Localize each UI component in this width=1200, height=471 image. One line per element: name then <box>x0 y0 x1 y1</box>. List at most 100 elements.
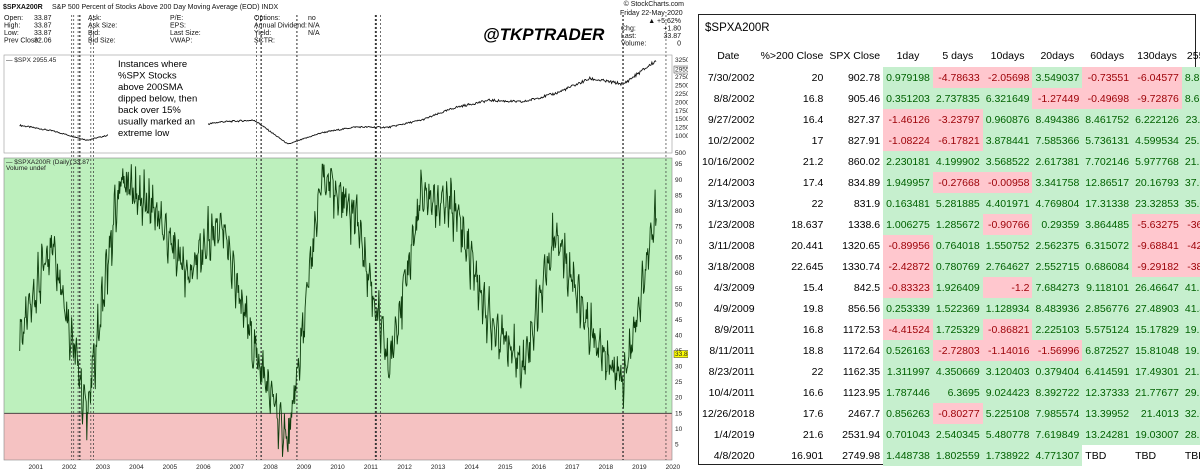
annotation-text: Instances where <box>118 59 187 70</box>
table-cell: 3.568522 <box>982 151 1033 172</box>
table-cell: -5.63275 <box>1132 214 1182 235</box>
table-cell: 0.979198 <box>883 67 933 88</box>
table-cell: TBD <box>1082 445 1133 466</box>
table-cell: 2531.94 <box>842 428 881 441</box>
table-cell: 15.81048 <box>1132 340 1182 361</box>
table-cell: 1172.53 <box>842 323 881 336</box>
table-row: 3/18/2008 22.645 1330.74 -2.42872 0.780769 2.… <box>699 256 1200 277</box>
y-tick-label: 3250 <box>675 57 688 64</box>
table-cell: 1.926409 <box>932 277 983 298</box>
table-cell: 5.480778 <box>982 424 1033 445</box>
table-cell: 2.552715 <box>1032 256 1083 277</box>
quote-label: Low: <box>4 30 19 37</box>
y-tick-label: 65 <box>675 255 683 262</box>
quote-label: Options: <box>254 15 280 22</box>
table-cell: 831.9 <box>853 197 881 210</box>
x-tick-label: 2016 <box>532 464 547 471</box>
quote-label: Yield: <box>254 30 271 37</box>
breadth-line <box>19 163 657 457</box>
table-cell: 8/9/2011 <box>714 323 755 336</box>
table-cell: 16.8 <box>802 92 824 105</box>
table-cell: 16.901 <box>791 449 824 462</box>
table-cell: 22 <box>811 197 824 210</box>
x-tick-label: 2019 <box>632 464 647 471</box>
annotation-bg <box>108 57 208 141</box>
table-cell: 41.45769 <box>1181 298 1200 319</box>
table-cell: 41.76499 <box>1181 277 1200 298</box>
quote-label: VWAP: <box>170 38 192 45</box>
table-row: 10/16/2002 21.2 860.02 2.230181 4.199902 3.56… <box>699 151 1200 172</box>
table-cell: 8/8/2002 <box>713 92 755 105</box>
table-cell: 32.01969 <box>1181 403 1200 424</box>
table-cell: 1320.65 <box>842 239 881 252</box>
table-row: 7/30/2002 20 902.78 0.979198 -4.78633 -2.0569… <box>699 67 1200 88</box>
quote-label: Chg: <box>621 26 636 33</box>
quote-value: 33.87 <box>34 23 52 30</box>
x-tick-label: 2002 <box>62 464 77 471</box>
x-tick-label: 2006 <box>196 464 211 471</box>
table-cell: -0.86821 <box>982 319 1033 340</box>
table-cell: 15.17829 <box>1132 319 1182 340</box>
x-tick-label: 2014 <box>464 464 479 471</box>
table-cell: 4/8/2020 <box>713 449 755 462</box>
chart-description: S&P 500 Percent of Stocks Above 200 Day … <box>52 4 279 11</box>
y-tick-label: 80 <box>675 208 683 215</box>
table-cell: 1.725329 <box>932 319 983 340</box>
y-tick-label: 95 <box>675 161 683 168</box>
y-tick-label: 10 <box>675 426 683 433</box>
breadth-last-value: 33.87 <box>675 351 688 358</box>
table-cell: 2.562375 <box>1032 235 1083 256</box>
table-cell: 6.3695 <box>932 382 983 403</box>
table-row: 12/26/2018 17.6 2467.7 0.856263 -0.80277 5.22… <box>699 403 1200 424</box>
table-cell: 19.86032 <box>1181 340 1200 361</box>
table-cell: 3.864485 <box>1082 214 1133 235</box>
table-cell: 23.32853 <box>1132 193 1182 214</box>
table-cell: -1.46126 <box>883 109 933 130</box>
table-cell: 3/11/2008 <box>708 239 755 252</box>
table-cell: -1.14016 <box>982 340 1033 361</box>
lower-legend: — $SPXA200R (Daily) 33.87 <box>6 159 90 166</box>
table-row: 4/3/2009 15.4 842.5 -0.83323 1.926409 -1.2 7.6… <box>699 277 1200 298</box>
table-cell: 8.461752 <box>1082 109 1133 130</box>
column-header: 5 days <box>942 50 974 62</box>
quote-label: Bid Size: <box>88 38 116 45</box>
table-cell: 16.4 <box>802 113 824 126</box>
x-tick-label: 2001 <box>29 464 44 471</box>
table-cell: 10/4/2011 <box>708 386 755 399</box>
table-row: 3/11/2008 20.441 1320.65 -0.89956 0.764018 1.… <box>699 235 1200 256</box>
table-cell: 842.5 <box>853 281 881 294</box>
table-cell: 7.985574 <box>1032 403 1083 424</box>
table-cell: -1.56996 <box>1032 340 1083 361</box>
table-cell: 18.637 <box>791 218 824 231</box>
table-cell: 8.865947 <box>1181 67 1200 88</box>
x-tick-label: 2010 <box>330 464 345 471</box>
table-cell: 3.549037 <box>1032 67 1083 88</box>
table-cell: 3.120403 <box>982 361 1033 382</box>
quote-value: 33.87 <box>34 15 52 22</box>
table-cell: 0.960876 <box>982 109 1033 130</box>
table-cell: -0.89956 <box>883 235 933 256</box>
table-cell: -9.68841 <box>1132 235 1182 256</box>
table-cell: -0.49698 <box>1082 88 1133 109</box>
quote-value: ▲ +5.62% <box>648 18 681 25</box>
table-cell: 16.8 <box>802 323 824 336</box>
table-row: 1/23/2008 18.637 1338.6 1.006275 1.285672 -0.… <box>699 214 1200 235</box>
table-cell: 3.341758 <box>1032 172 1083 193</box>
table-cell: 1.006275 <box>883 214 933 235</box>
x-tick-label: 2004 <box>129 464 144 471</box>
table-cell: 9.024423 <box>982 382 1033 403</box>
y-tick-label: 85 <box>675 192 683 199</box>
table-cell: 19.03007 <box>1132 424 1182 445</box>
table-cell: 23.31122 <box>1181 109 1200 130</box>
y-tick-label: 2000 <box>675 99 688 106</box>
table-cell: 5.575124 <box>1082 319 1133 340</box>
table-cell: 856.56 <box>847 302 881 315</box>
table-cell: 5.977768 <box>1132 151 1182 172</box>
table-cell: 4.350669 <box>932 361 983 382</box>
table-cell: 2.617381 <box>1032 151 1083 172</box>
table-cell: 6.321649 <box>982 88 1033 109</box>
table-cell: 1.550752 <box>982 235 1033 256</box>
table-cell: -1.27449 <box>1032 88 1083 109</box>
table-cell: 6.872527 <box>1082 340 1133 361</box>
